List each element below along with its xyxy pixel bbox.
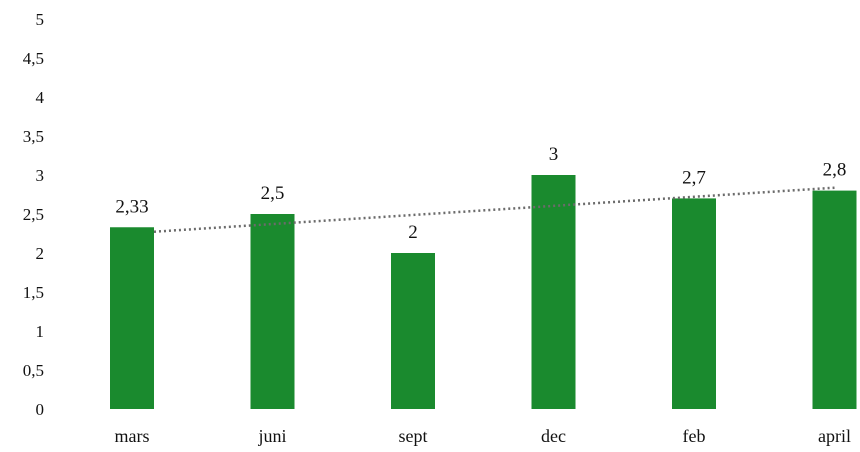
data-label: 2,33 — [115, 196, 148, 217]
y-axis: 0 0,5 1 1,5 2 2,5 3 3,5 4 4,5 5 — [23, 10, 45, 419]
data-label: 2,7 — [682, 167, 706, 188]
y-tick-label: 1,5 — [23, 283, 44, 302]
data-label: 3 — [549, 144, 559, 165]
x-axis: mars juni sept dec feb april — [115, 426, 852, 446]
y-tick-label: 4,5 — [23, 49, 44, 68]
trendline — [153, 186, 835, 233]
x-tick-label: juni — [257, 426, 286, 446]
y-tick-label: 4 — [36, 88, 45, 107]
data-label: 2,5 — [261, 183, 285, 204]
y-tick-label: 3,5 — [23, 127, 44, 146]
bar-april — [812, 190, 857, 409]
y-tick-label: 3 — [36, 166, 45, 185]
y-tick-label: 2 — [36, 244, 45, 263]
bar-mars — [110, 227, 154, 409]
y-tick-label: 5 — [36, 10, 45, 29]
x-tick-label: feb — [683, 426, 706, 446]
y-tick-label: 2,5 — [23, 205, 44, 224]
bar-sept — [391, 253, 435, 409]
y-tick-label: 1 — [36, 322, 45, 341]
x-tick-label: mars — [115, 426, 150, 446]
data-label: 2 — [408, 222, 418, 243]
y-tick-label: 0 — [36, 400, 45, 419]
x-tick-label: sept — [399, 426, 428, 446]
bar-dec — [531, 175, 576, 409]
bars — [110, 175, 857, 409]
data-labels: 2,33 2,5 2 3 2,7 2,8 — [115, 144, 846, 243]
data-label: 2,8 — [823, 160, 847, 181]
trendline-group — [153, 186, 835, 233]
y-tick-label: 0,5 — [23, 361, 44, 380]
bar-juni — [250, 214, 295, 409]
x-tick-label: april — [818, 426, 851, 446]
x-tick-label: dec — [541, 426, 566, 446]
bar-feb — [672, 198, 716, 409]
